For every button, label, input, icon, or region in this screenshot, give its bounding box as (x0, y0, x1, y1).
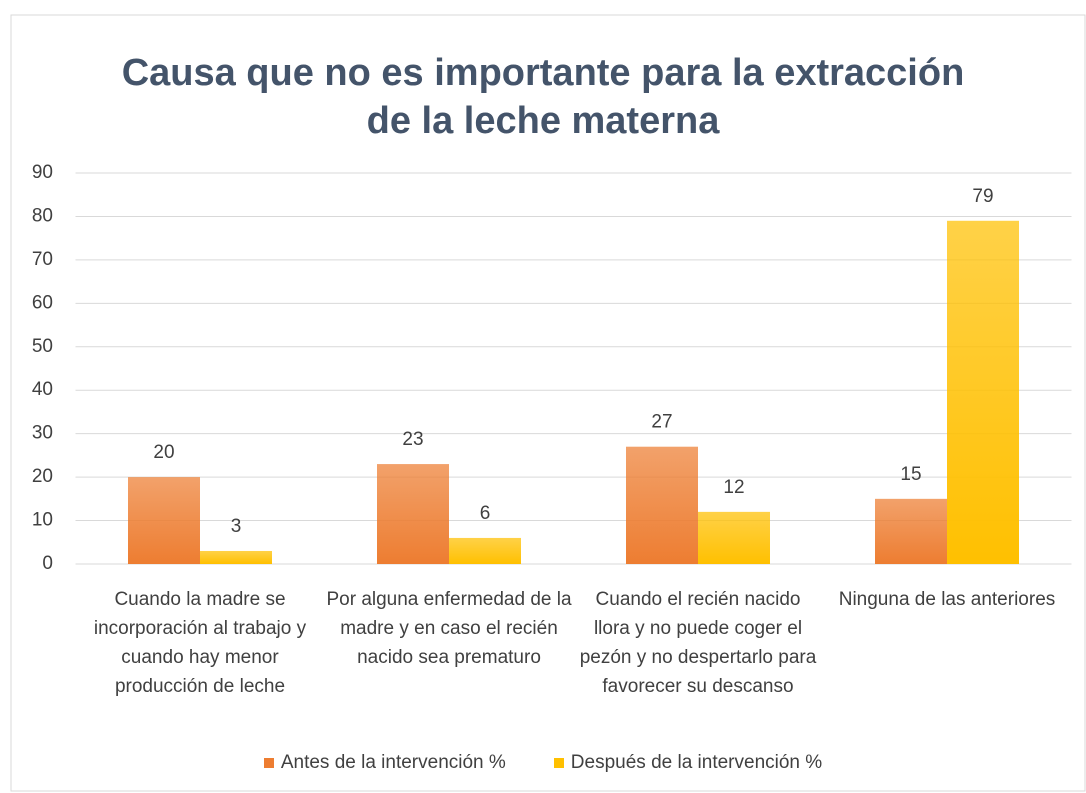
legend-swatch (553, 758, 564, 768)
data-label: 15 (900, 464, 921, 485)
legend-item: Antes de la intervención % (263, 752, 506, 774)
bar (698, 511, 770, 564)
x-tick-label: Cuando la madre se incorporación al trab… (93, 589, 307, 697)
bar (875, 498, 947, 564)
legend: Antes de la intervención % Después de la … (0, 752, 1086, 774)
bar (128, 477, 200, 564)
y-tick-label: 40 (32, 379, 53, 400)
bar (947, 220, 1019, 565)
data-label: 20 (153, 442, 174, 463)
y-tick-label: 60 (32, 292, 53, 313)
chart-border (10, 14, 1086, 792)
legend-label: Después de la intervención % (570, 752, 823, 773)
data-label: 23 (402, 429, 423, 450)
data-label: 6 (480, 503, 491, 524)
data-label: 79 (972, 186, 993, 207)
chart-title: Causa que no es importante para la extra… (121, 52, 965, 94)
y-tick-label: 70 (32, 249, 53, 270)
y-tick-label: 20 (32, 466, 53, 487)
x-tick-label: Por alguna enfermedad de la madre y en c… (326, 589, 572, 668)
y-tick-label: 30 (32, 423, 53, 444)
bar (377, 464, 449, 564)
x-tick-label: Ninguna de las anteriores (838, 589, 1056, 610)
y-tick-label: 0 (42, 553, 53, 574)
y-tick-label: 50 (32, 336, 53, 357)
bar (626, 446, 698, 564)
legend-label: Antes de la intervención % (280, 752, 506, 773)
bar (200, 550, 272, 564)
data-label: 3 (231, 516, 242, 537)
legend-swatch (263, 758, 274, 768)
x-tick-label: Cuando el recién nacido llora y no puede… (579, 589, 817, 697)
y-tick-label: 90 (32, 162, 53, 183)
data-label: 27 (651, 412, 672, 433)
y-tick-label: 10 (32, 510, 53, 531)
data-label: 12 (723, 477, 744, 498)
legend-item: Después de la intervención % (553, 752, 823, 774)
y-tick-label: 80 (32, 205, 53, 226)
bar (449, 537, 521, 564)
chart-title: de la leche materna (366, 100, 720, 142)
